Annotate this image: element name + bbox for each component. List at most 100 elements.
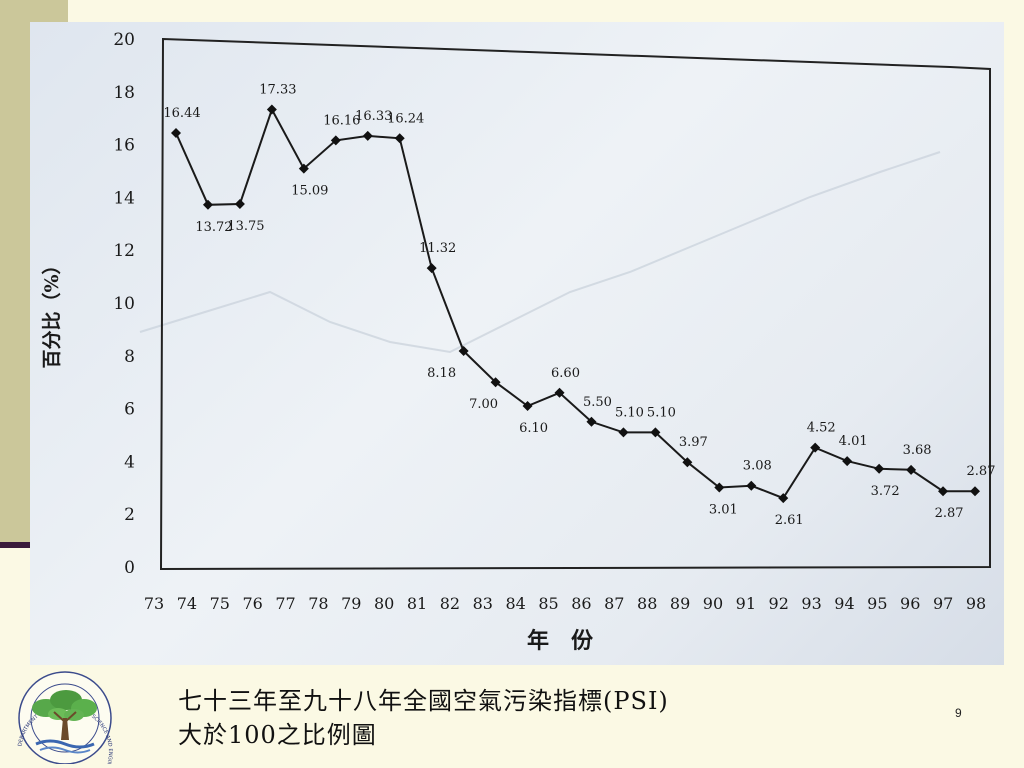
- x-tick-label: 73: [144, 594, 164, 613]
- data-label: 6.60: [551, 366, 580, 381]
- slide-accent-rule: [0, 542, 30, 548]
- data-point-marker: [202, 199, 213, 210]
- data-point-marker: [554, 387, 565, 398]
- data-label: 3.08: [743, 459, 772, 474]
- data-point-marker: [171, 127, 181, 138]
- data-point-marker: [522, 400, 533, 411]
- data-label: 16.44: [163, 106, 200, 121]
- x-tick-label: 89: [670, 594, 690, 613]
- y-tick-label: 16: [113, 136, 135, 156]
- x-tick-label: 79: [341, 594, 361, 613]
- ghost-bleed-line: [139, 151, 941, 354]
- x-tick-label: 91: [736, 594, 756, 613]
- data-point-marker: [618, 427, 629, 438]
- data-label: 2.87: [967, 464, 996, 479]
- psi-line-chart: 百分比（%） 年 份 0 2 4 6 8 10 12 14 16 18 20 73 74 75 76 77 78…: [40, 30, 996, 654]
- data-label: 16.33: [355, 109, 392, 124]
- data-point-marker: [842, 456, 853, 467]
- data-point-marker: [586, 416, 597, 427]
- data-label: 4.01: [839, 434, 868, 449]
- data-point-marker: [938, 486, 949, 497]
- y-tick-label: 2: [124, 505, 135, 525]
- plot-frame: [159, 37, 991, 571]
- page-number: 9: [955, 706, 962, 720]
- data-point-marker: [394, 133, 405, 144]
- y-tick-label: 0: [124, 558, 135, 578]
- y-tick-label: 8: [124, 347, 135, 367]
- x-tick-label: 95: [867, 594, 887, 613]
- x-tick-label: 77: [275, 594, 295, 613]
- data-label: 13.72: [195, 220, 232, 235]
- x-axis-label: 年 份: [527, 628, 594, 654]
- data-label: 3.68: [903, 443, 932, 458]
- y-tick-label: 12: [113, 241, 135, 261]
- data-point-marker: [362, 130, 373, 141]
- x-tick-label: 76: [242, 594, 262, 613]
- y-tick-label: 14: [113, 188, 135, 208]
- x-tick-label: 94: [834, 594, 854, 613]
- data-point-marker: [426, 263, 437, 274]
- x-tick-label: 82: [440, 594, 460, 613]
- x-tick-label: 87: [604, 594, 624, 613]
- data-point-marker: [458, 346, 469, 357]
- data-label: 17.33: [259, 82, 296, 97]
- x-tick-label: 90: [703, 594, 723, 613]
- x-tick-label: 84: [506, 594, 526, 613]
- x-tick-label: 81: [407, 594, 427, 613]
- data-label: 16.24: [387, 111, 424, 126]
- x-tick-label: 80: [374, 594, 394, 613]
- x-tick-label: 93: [801, 594, 821, 613]
- tree-icon: [32, 690, 97, 740]
- x-tick-label: 86: [571, 594, 591, 613]
- x-tick-label: 74: [177, 594, 197, 613]
- y-tick-label: 10: [113, 294, 135, 314]
- data-point-marker: [714, 482, 725, 493]
- x-tick-label: 97: [933, 594, 953, 613]
- data-point-marker: [874, 463, 885, 474]
- x-tick-label: 88: [637, 594, 657, 613]
- x-tick-label: 78: [308, 594, 328, 613]
- data-label: 4.52: [807, 421, 836, 436]
- data-label: 3.72: [871, 484, 900, 499]
- university-logo: DEPARTMENT OF ENVIRONMENTAL SCIENCE AND …: [17, 671, 113, 764]
- data-label: 5.10: [647, 405, 676, 420]
- data-label: 3.01: [709, 503, 738, 518]
- data-label: 15.09: [291, 184, 328, 199]
- slide-caption: 七十三年至九十八年全國空氣污染指標(PSI) 大於100之比例圖: [178, 684, 898, 752]
- data-label: 3.97: [679, 435, 708, 450]
- y-tick-label: 6: [124, 400, 135, 420]
- data-label: 16.16: [323, 113, 360, 128]
- x-tick-label: 96: [900, 594, 920, 613]
- data-label: 13.75: [227, 219, 264, 234]
- data-point-marker: [330, 135, 341, 146]
- data-label: 8.18: [427, 366, 456, 381]
- y-tick-label: 18: [113, 83, 135, 103]
- y-tick-label: 4: [124, 452, 135, 472]
- data-label: 5.50: [583, 395, 612, 410]
- x-tick-label: 83: [473, 594, 493, 613]
- data-label: 6.10: [519, 421, 548, 436]
- x-tick-label: 98: [966, 594, 986, 613]
- data-label: 11.32: [419, 241, 456, 256]
- data-point-marker: [298, 163, 309, 174]
- x-tick-label: 75: [210, 594, 230, 613]
- y-tick-label: 20: [113, 30, 135, 50]
- chart-photo: 百分比（%） 年 份 0 2 4 6 8 10 12 14 16 18 20 73 74 75 76 77 78…: [30, 22, 1004, 665]
- data-point-marker: [234, 199, 245, 209]
- y-axis-label: 百分比（%）: [40, 255, 63, 368]
- data-label: 2.61: [775, 513, 804, 528]
- data-point-marker: [682, 457, 693, 468]
- data-point-marker: [810, 442, 821, 453]
- data-label: 7.00: [469, 397, 498, 412]
- data-label: 5.10: [615, 405, 644, 420]
- x-tick-label: 85: [538, 594, 558, 613]
- data-point-marker: [650, 427, 661, 438]
- caption-line-2: 大於100之比例圖: [178, 721, 377, 749]
- data-point-marker: [746, 480, 757, 491]
- data-point-marker: [778, 493, 789, 504]
- data-point-marker: [970, 486, 980, 497]
- data-point-marker: [906, 464, 917, 475]
- data-label: 2.87: [935, 506, 964, 521]
- series-line: [175, 107, 975, 500]
- water-icon: [35, 739, 95, 749]
